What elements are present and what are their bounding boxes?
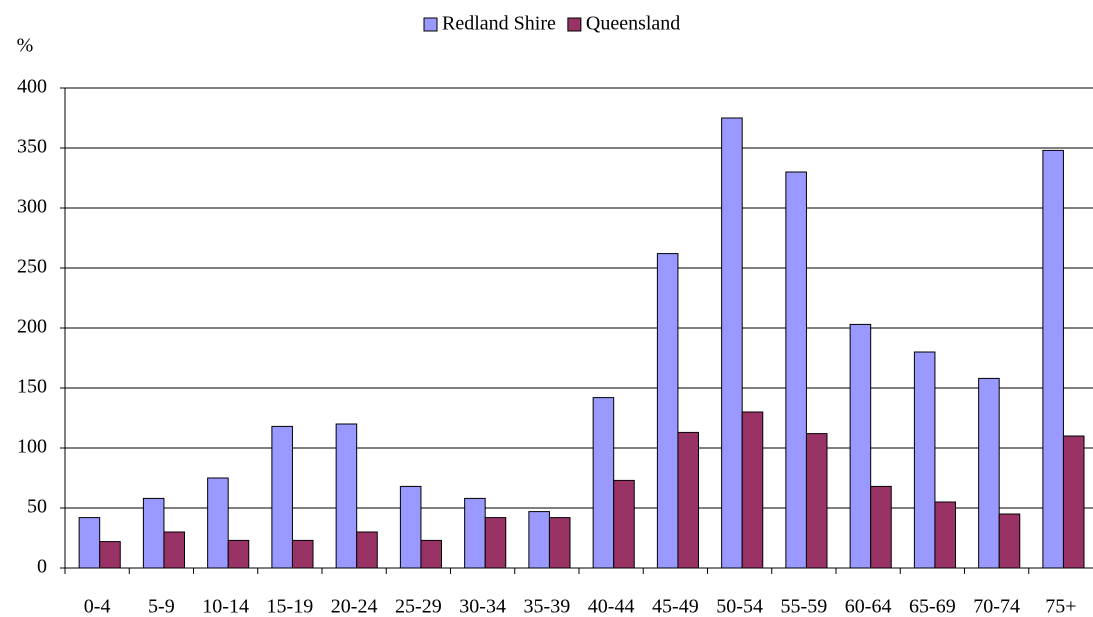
bar: [142, 497, 165, 569]
bar: [227, 539, 250, 569]
x-tick-label: 10-14: [202, 596, 249, 617]
x-tick-label: 20-24: [331, 596, 378, 617]
y-tick-label: 200: [17, 316, 47, 338]
bar: [849, 323, 872, 569]
bar: [613, 479, 635, 569]
x-tick-label: 25-29: [395, 596, 442, 617]
bar: [399, 485, 422, 569]
bar: [978, 377, 1000, 569]
bar: [207, 477, 229, 569]
bar: [163, 531, 186, 569]
bar: [464, 497, 486, 569]
bar: [785, 171, 807, 569]
x-tick-label: 50-54: [716, 596, 763, 617]
bar: [656, 253, 679, 569]
bar: [721, 117, 743, 569]
bar: [913, 351, 936, 569]
y-tick-label: 300: [17, 196, 47, 218]
bar: [271, 425, 293, 569]
x-tick-label: 15-19: [267, 596, 314, 617]
y-tick-label: 150: [17, 376, 47, 398]
x-tick-label: 30-34: [459, 596, 506, 617]
bar: [548, 517, 571, 569]
bar: [99, 541, 121, 569]
legend-label: Redland Shire: [442, 13, 556, 35]
y-tick-label: 100: [17, 436, 47, 458]
y-tick-label: 350: [17, 136, 47, 158]
bar: [1062, 435, 1085, 569]
x-tick-label: 35-39: [524, 596, 571, 617]
bar: [741, 411, 764, 569]
bar: [356, 531, 378, 569]
bar: [677, 431, 700, 569]
legend-label: Queensland: [586, 13, 680, 35]
x-tick-label: 60-64: [845, 596, 892, 617]
bar: [420, 539, 443, 569]
bar: [805, 433, 828, 569]
x-tick-label: 65-69: [909, 596, 956, 617]
x-tick-label: 5-9: [148, 596, 175, 617]
legend-swatch: [567, 17, 582, 32]
x-tick-label: 0-4: [84, 596, 111, 617]
x-tick-label: 75+: [1045, 596, 1076, 617]
legend-swatch: [423, 17, 438, 32]
bar: [998, 513, 1021, 569]
bar: [1042, 149, 1064, 569]
y-tick-label: 250: [17, 256, 47, 278]
bar: [291, 539, 314, 569]
x-tick-label: 40-44: [588, 596, 635, 617]
bar: [870, 485, 892, 569]
x-tick-label: 55-59: [781, 596, 828, 617]
bar: [484, 517, 507, 569]
x-tick-label: 70-74: [973, 596, 1020, 617]
bar: [592, 397, 615, 569]
bar: [78, 517, 101, 569]
bar: [934, 501, 957, 569]
bar: [335, 423, 358, 569]
y-axis-label: %: [17, 35, 34, 57]
bar: [528, 511, 550, 569]
y-tick-label: 0: [37, 556, 47, 578]
y-tick-label: 400: [17, 76, 47, 98]
y-tick-label: 50: [27, 496, 47, 518]
x-tick-label: 45-49: [652, 596, 699, 617]
